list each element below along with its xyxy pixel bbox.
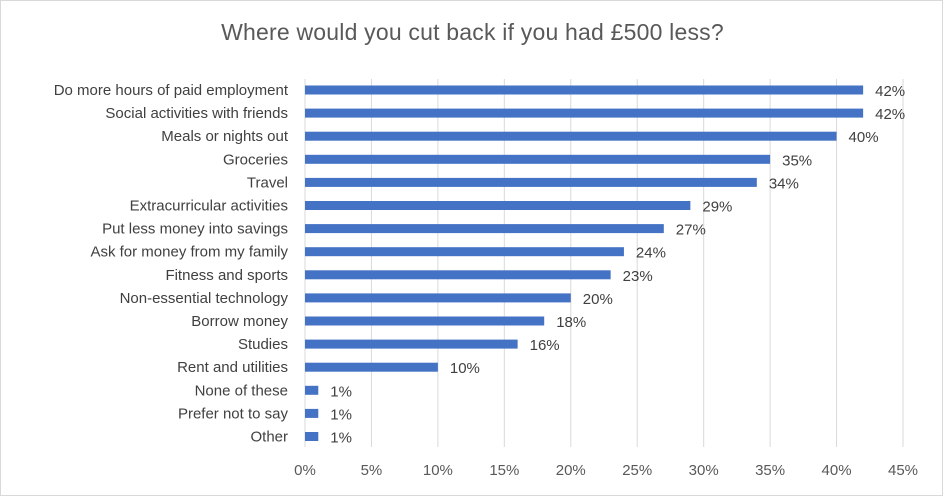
data-label: 40%: [849, 129, 879, 146]
category-label: Borrow money: [191, 313, 288, 330]
data-label: 23%: [623, 268, 653, 285]
bar: [305, 131, 837, 141]
data-label: 27%: [676, 222, 706, 239]
category-label: Ask for money from my family: [90, 244, 288, 261]
bar: [305, 154, 771, 164]
data-label: 1%: [330, 383, 352, 400]
category-label: Prefer not to say: [178, 405, 289, 422]
x-tick-label: 25%: [622, 462, 652, 479]
x-tick-label: 0%: [294, 462, 316, 479]
category-label: Studies: [238, 336, 288, 353]
category-label: Non-essential technology: [120, 290, 289, 307]
data-label: 42%: [875, 83, 905, 100]
bar: [305, 362, 438, 372]
bar: [305, 385, 319, 395]
data-label: 18%: [556, 314, 586, 331]
bar: [305, 339, 518, 349]
x-tick-label: 20%: [556, 462, 586, 479]
data-label: 10%: [450, 360, 480, 377]
bar: [305, 408, 319, 418]
x-tick-label: 35%: [755, 462, 785, 479]
bar: [305, 177, 757, 187]
x-tick-label: 30%: [689, 462, 719, 479]
category-label: Extracurricular activities: [130, 198, 288, 215]
data-label: 1%: [330, 406, 352, 423]
x-tick-label: 10%: [423, 462, 453, 479]
x-axis-ticks: 0% 5% 10% 15% 20% 25% 30% 35% 40% 45%: [294, 462, 918, 479]
x-tick-label: 15%: [489, 462, 519, 479]
category-label: Do more hours of paid employment: [54, 82, 289, 99]
data-label: 20%: [583, 291, 613, 308]
category-label: Meals or nights out: [161, 128, 289, 145]
x-tick-label: 45%: [888, 462, 918, 479]
bar: [305, 201, 691, 210]
bar: [305, 316, 545, 326]
category-label: Groceries: [223, 151, 288, 168]
bar: [305, 270, 611, 280]
bar: [305, 432, 319, 441]
data-label: 29%: [702, 199, 732, 216]
data-labels: 42% 42% 40% 35% 34% 29% 27% 24% 23% 20% 18% 16% 10% 1…: [330, 83, 905, 447]
bars: [305, 85, 864, 441]
bar: [305, 108, 864, 118]
category-label: None of these: [195, 382, 288, 399]
bar: [305, 247, 624, 257]
data-label: 1%: [330, 430, 352, 447]
data-label: 42%: [875, 106, 905, 123]
bar: [305, 224, 664, 234]
bar: [305, 293, 571, 303]
category-label: Fitness and sports: [165, 267, 288, 284]
category-label: Travel: [247, 174, 288, 191]
chart-title: Where would you cut back if you had £500…: [221, 19, 724, 45]
data-label: 34%: [769, 175, 799, 192]
x-tick-label: 5%: [361, 462, 383, 479]
category-labels: Do more hours of paid employment Social a…: [54, 82, 289, 446]
bar: [305, 85, 864, 95]
category-label: Put less money into savings: [102, 221, 288, 238]
category-label: Other: [250, 429, 288, 446]
data-label: 24%: [636, 245, 666, 262]
data-label: 35%: [782, 152, 812, 169]
data-label: 16%: [530, 337, 560, 354]
x-tick-label: 40%: [822, 462, 852, 479]
category-label: Rent and utilities: [177, 359, 288, 376]
category-label: Social activities with friends: [105, 105, 288, 122]
